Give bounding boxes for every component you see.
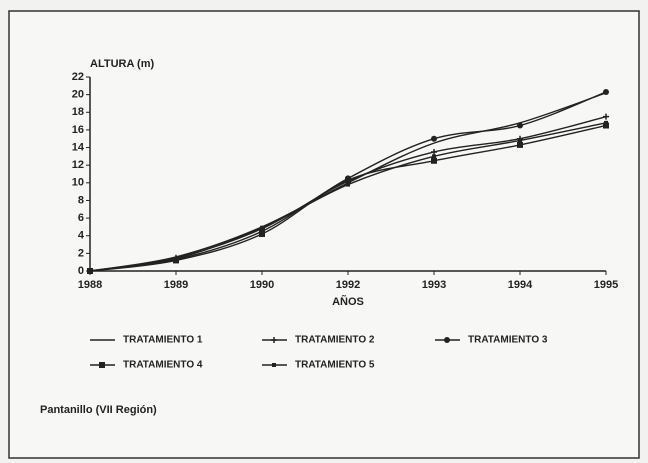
x-tick-label: 1992 bbox=[336, 279, 360, 291]
legend-label: TRATAMIENTO 1 bbox=[123, 335, 203, 346]
frame bbox=[8, 10, 640, 459]
marker bbox=[517, 122, 523, 129]
marker bbox=[259, 230, 265, 237]
marker bbox=[88, 269, 92, 273]
note: Pantanillo (VII Región) bbox=[40, 404, 157, 416]
marker bbox=[603, 122, 609, 129]
marker bbox=[432, 154, 436, 159]
legend-label: TRATAMIENTO 5 bbox=[295, 360, 375, 371]
marker bbox=[431, 157, 437, 164]
marker bbox=[260, 225, 264, 230]
x-tick-label: 1990 bbox=[250, 279, 274, 291]
y-tick-label: 20 bbox=[72, 89, 84, 101]
marker bbox=[431, 135, 437, 142]
marker bbox=[518, 138, 522, 143]
y-tick-label: 8 bbox=[78, 194, 84, 206]
y-tick-label: 2 bbox=[78, 247, 84, 259]
y-tick-label: 6 bbox=[78, 212, 84, 224]
marker bbox=[431, 148, 437, 155]
marker bbox=[272, 363, 276, 367]
marker bbox=[345, 177, 351, 184]
marker bbox=[174, 256, 178, 261]
y-tick-label: 10 bbox=[72, 177, 84, 189]
x-tick-label: 1993 bbox=[422, 279, 446, 291]
marker bbox=[604, 120, 608, 125]
marker bbox=[99, 362, 105, 368]
legend-label: TRATAMIENTO 4 bbox=[123, 360, 203, 371]
marker bbox=[517, 141, 523, 148]
marker bbox=[346, 182, 350, 187]
x-tick-label: 1995 bbox=[594, 279, 618, 291]
y-axis-label: ALTURA (m) bbox=[90, 58, 154, 70]
y-tick-label: 18 bbox=[72, 106, 84, 118]
y-tick-label: 12 bbox=[72, 159, 84, 171]
x-tick-label: 1989 bbox=[164, 279, 188, 291]
marker bbox=[444, 337, 450, 343]
marker bbox=[603, 113, 609, 120]
y-tick-label: 14 bbox=[72, 141, 85, 153]
y-tick-label: 22 bbox=[72, 71, 84, 83]
y-tick-label: 0 bbox=[78, 265, 84, 277]
y-tick-label: 16 bbox=[72, 124, 84, 136]
y-tick-label: 4 bbox=[78, 230, 85, 242]
legend-label: TRATAMIENTO 2 bbox=[295, 335, 375, 346]
x-tick-label: 1988 bbox=[78, 279, 102, 291]
legend-label: TRATAMIENTO 3 bbox=[468, 335, 548, 346]
x-axis-label: AÑOS bbox=[332, 295, 364, 308]
marker bbox=[603, 88, 609, 95]
x-tick-label: 1994 bbox=[508, 279, 533, 291]
marker bbox=[271, 337, 277, 343]
